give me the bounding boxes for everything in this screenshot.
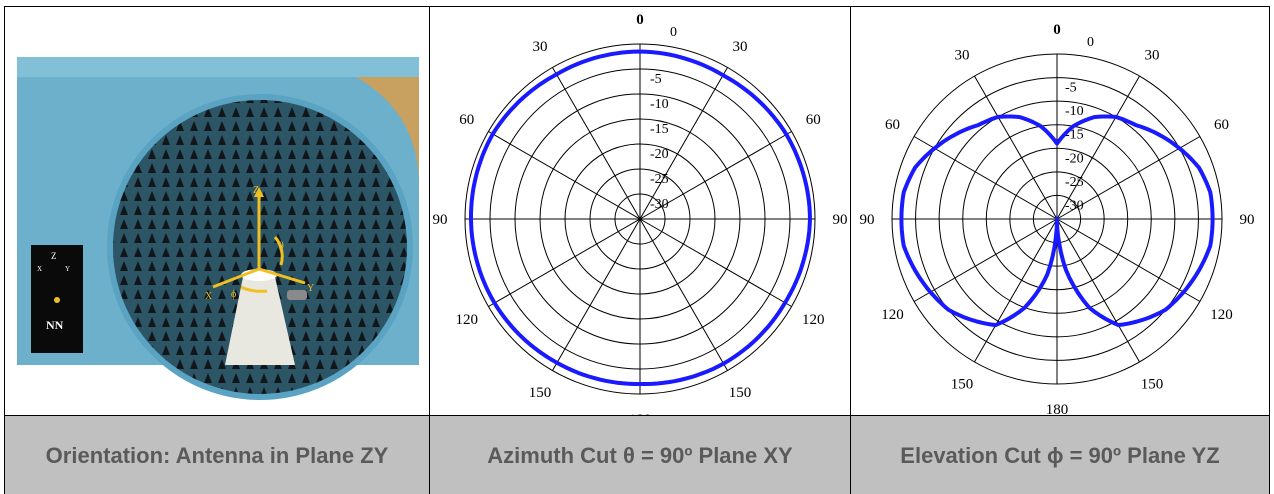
- radial-tick-label: 0: [1087, 35, 1094, 50]
- azimuth-caption: Azimuth Cut θ = 90º Plane XY: [430, 416, 851, 494]
- grid-spoke: [974, 75, 1058, 220]
- radial-tick-label: -25: [650, 172, 669, 187]
- radial-tick-label: -10: [650, 97, 669, 112]
- card-logo: NN: [46, 318, 64, 332]
- angle-tick-label: 60: [806, 112, 821, 128]
- radial-tick-label: -10: [1065, 104, 1084, 119]
- grid-spoke: [913, 218, 1058, 302]
- grid-spoke: [1056, 136, 1201, 220]
- azimuth-polar-chart: 0 30 60 90 120 150 180 150 120 90 60 30 0 -5 -10 -15 -20…: [433, 12, 848, 428]
- angle-tick-label: 150: [1141, 377, 1164, 393]
- grid-spoke: [552, 218, 641, 371]
- angle-tick-label: 90: [833, 212, 848, 228]
- elevation-caption: Elevation Cut ϕ = 90º Plane YZ: [851, 416, 1270, 494]
- angle-tick-label: 150: [951, 377, 974, 393]
- angle-tick-label: 180: [1046, 402, 1069, 415]
- angle-tick-label: 120: [456, 312, 479, 328]
- angle-tick-label: 150: [729, 385, 752, 401]
- angle-tick-label: 30: [533, 39, 548, 55]
- angle-tick-label: 60: [459, 112, 474, 128]
- grid-spoke: [552, 67, 641, 220]
- z-axis-label: Z: [253, 185, 259, 196]
- grid-spoke: [913, 136, 1058, 220]
- radial-tick-label: -5: [1065, 81, 1077, 96]
- card-y-label: Y: [65, 265, 70, 273]
- grid-spoke: [639, 131, 792, 220]
- elevation-polar-chart: 03060901201501801501209060300-5-10-15-20…: [860, 22, 1255, 418]
- angle-tick-label: 60: [885, 117, 900, 133]
- theta-label: θ: [279, 241, 284, 252]
- grid-spoke: [1056, 218, 1140, 363]
- angle-tick-label: 120: [802, 312, 825, 328]
- radial-tick-label: -20: [650, 147, 669, 162]
- grid-spoke: [639, 218, 728, 371]
- grid-spoke: [639, 218, 792, 307]
- radial-tick-label: -30: [650, 197, 669, 212]
- radial-tick-label: -25: [1065, 175, 1084, 190]
- angle-tick-label: 30: [733, 39, 748, 55]
- grid-spoke: [488, 131, 641, 220]
- radial-tick-label: -20: [1065, 151, 1084, 166]
- angle-tick-label: 30: [955, 47, 970, 63]
- antenna-chamber-photo: Z Y X θ ϕ Z X Y NN: [17, 57, 419, 400]
- angle-tick-label: 150: [529, 385, 552, 401]
- angle-tick-label: 60: [1214, 117, 1229, 133]
- phi-label: ϕ: [231, 289, 236, 300]
- photo-cell: Z Y X θ ϕ Z X Y NN: [4, 6, 430, 416]
- grid-spoke: [1056, 75, 1140, 220]
- card-z-label: Z: [51, 251, 57, 261]
- azimuth-chart-cell: 0 30 60 90 120 150 180 150 120 90 60 30 0 -5 -10 -15 -20…: [430, 6, 851, 428]
- y-axis-label: Y: [307, 283, 314, 294]
- angle-tick-label: 90: [433, 212, 448, 228]
- antenna-figure-table: Z Y X θ ϕ Z X Y NN 0 30 60 90 120 150 180 150 12…: [4, 6, 1270, 494]
- card-x-label: X: [37, 265, 42, 273]
- grid-spoke: [488, 218, 641, 307]
- elevation-chart-cell: 0 30 60 90 120 150 180 150 120 90 60 30 0 -5 -10 -15 -20…: [851, 6, 1270, 418]
- radial-tick-label: -5: [650, 72, 662, 87]
- x-axis-label: X: [205, 291, 213, 302]
- grid-spoke: [639, 67, 728, 220]
- angle-tick-label: 120: [1210, 307, 1233, 323]
- radial-tick-label: -15: [650, 122, 669, 137]
- radial-tick-label: 0: [670, 25, 677, 40]
- radiation-pattern-trace: [899, 114, 1215, 328]
- angle-tick-label: 90: [860, 212, 875, 228]
- angle-tick-label: 30: [1145, 47, 1160, 63]
- grid-spoke: [974, 218, 1058, 363]
- angle-tick-label: 120: [881, 307, 904, 323]
- grid-spoke: [1056, 218, 1201, 302]
- angle-tick-label: 90: [1240, 212, 1255, 228]
- radiation-pattern-trace: [469, 49, 812, 386]
- angle-tick-label: 0: [636, 12, 644, 28]
- angle-tick-label: 180: [629, 412, 652, 415]
- radial-tick-label: -30: [1065, 198, 1084, 213]
- angle-tick-label: 0: [1053, 22, 1061, 38]
- photo-caption: Orientation: Antenna in Plane ZY: [4, 416, 430, 494]
